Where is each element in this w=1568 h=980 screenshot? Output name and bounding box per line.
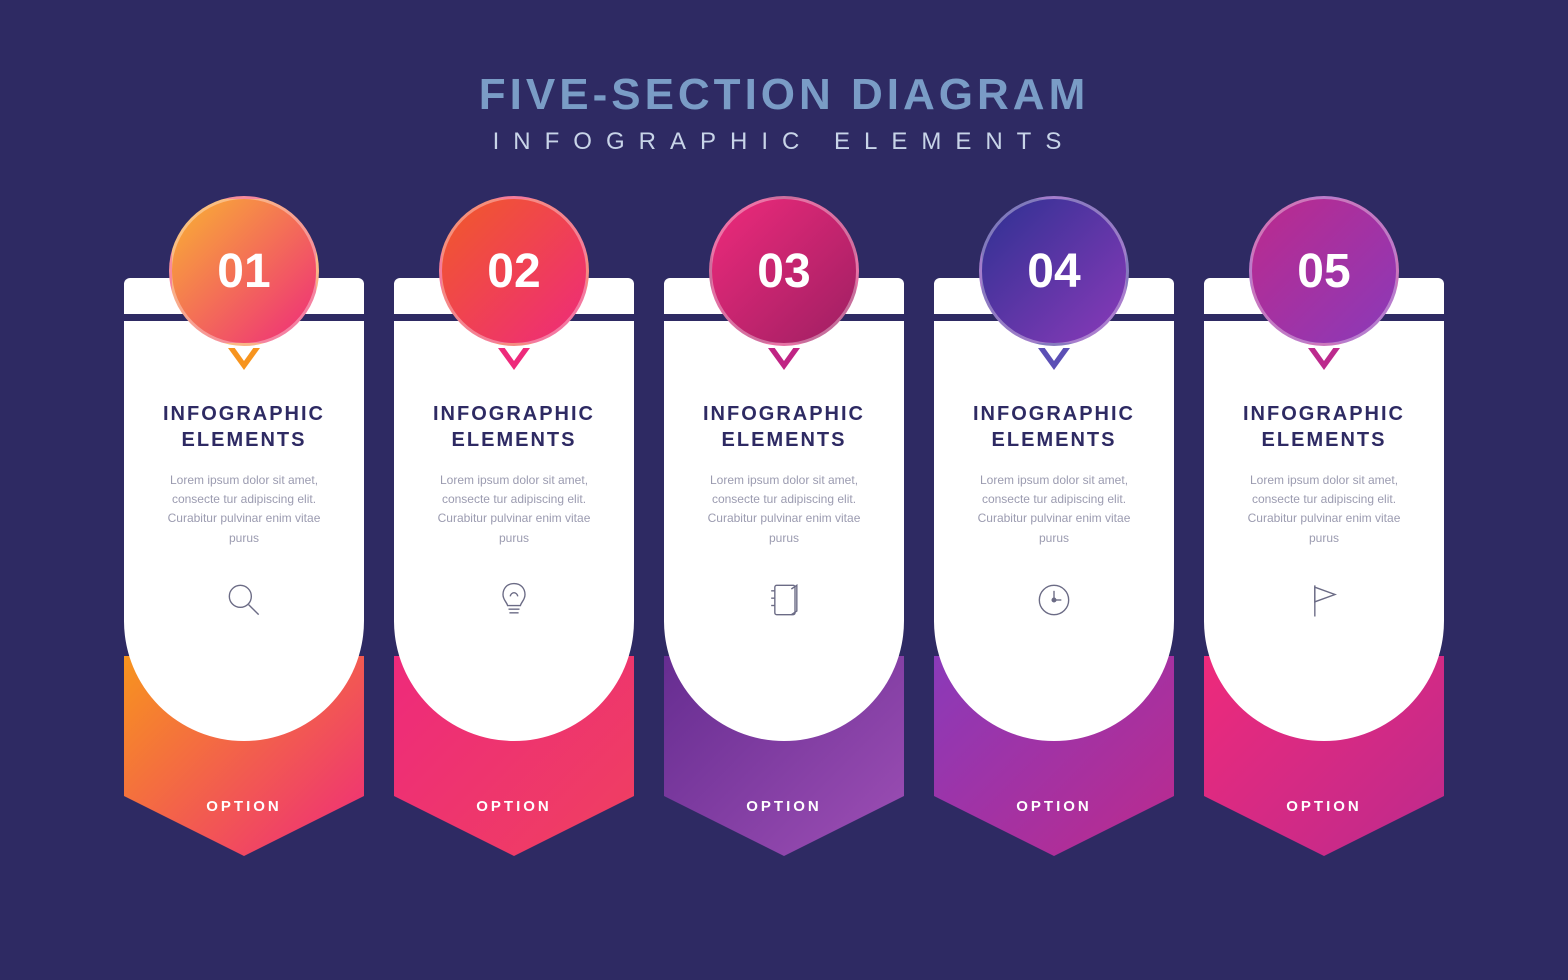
- card-description: Lorem ipsum dolor sit amet, consecte tur…: [954, 471, 1154, 548]
- footer-label: OPTION: [476, 798, 552, 815]
- lightbulb-icon: [414, 578, 614, 622]
- card-description: Lorem ipsum dolor sit amet, consecte tur…: [144, 471, 344, 548]
- badge-number: 04: [1027, 244, 1080, 299]
- footer-label: OPTION: [746, 798, 822, 815]
- section-card-02: 02 INFOGRAPHICELEMENTS Lorem ipsum dolor…: [394, 256, 634, 866]
- section-card-03: 03 INFOGRAPHICELEMENTS Lorem ipsum dolor…: [664, 256, 904, 866]
- header: FIVE-SECTION DIAGRAM INFOGRAPHIC ELEMENT…: [0, 0, 1568, 156]
- card-description: Lorem ipsum dolor sit amet, consecte tur…: [1224, 471, 1424, 548]
- main-title: FIVE-SECTION DIAGRAM: [0, 70, 1568, 120]
- clock-icon: [954, 578, 1154, 622]
- pointer-inner: [774, 347, 794, 361]
- subtitle: INFOGRAPHIC ELEMENTS: [0, 128, 1568, 156]
- card-title: INFOGRAPHICELEMENTS: [144, 401, 344, 453]
- footer-label: OPTION: [1286, 798, 1362, 815]
- flag-icon: [1224, 578, 1424, 622]
- number-badge: 03: [709, 196, 859, 346]
- footer-label: OPTION: [1016, 798, 1092, 815]
- magnifier-icon: [144, 578, 344, 622]
- card-body: INFOGRAPHICELEMENTS Lorem ipsum dolor si…: [934, 321, 1174, 741]
- number-badge: 04: [979, 196, 1129, 346]
- card-body: INFOGRAPHICELEMENTS Lorem ipsum dolor si…: [1204, 321, 1444, 741]
- pointer-inner: [234, 347, 254, 361]
- badge-number: 03: [757, 244, 810, 299]
- section-card-01: 01 INFOGRAPHICELEMENTS Lorem ipsum dolor…: [124, 256, 364, 866]
- card-title: INFOGRAPHICELEMENTS: [1224, 401, 1424, 453]
- pointer-inner: [1044, 347, 1064, 361]
- badge-number: 01: [217, 244, 270, 299]
- badge-number: 02: [487, 244, 540, 299]
- number-badge: 01: [169, 196, 319, 346]
- number-badge: 02: [439, 196, 589, 346]
- section-card-05: 05 INFOGRAPHICELEMENTS Lorem ipsum dolor…: [1204, 256, 1444, 866]
- section-card-04: 04 INFOGRAPHICELEMENTS Lorem ipsum dolor…: [934, 256, 1174, 866]
- card-body: INFOGRAPHICELEMENTS Lorem ipsum dolor si…: [664, 321, 904, 741]
- cards-container: 01 INFOGRAPHICELEMENTS Lorem ipsum dolor…: [0, 256, 1568, 866]
- card-description: Lorem ipsum dolor sit amet, consecte tur…: [684, 471, 884, 548]
- badge-number: 05: [1297, 244, 1350, 299]
- card-title: INFOGRAPHICELEMENTS: [954, 401, 1154, 453]
- card-title: INFOGRAPHICELEMENTS: [684, 401, 884, 453]
- footer-label: OPTION: [206, 798, 282, 815]
- card-body: INFOGRAPHICELEMENTS Lorem ipsum dolor si…: [394, 321, 634, 741]
- card-title: INFOGRAPHICELEMENTS: [414, 401, 614, 453]
- number-badge: 05: [1249, 196, 1399, 346]
- card-body: INFOGRAPHICELEMENTS Lorem ipsum dolor si…: [124, 321, 364, 741]
- card-description: Lorem ipsum dolor sit amet, consecte tur…: [414, 471, 614, 548]
- notebook-icon: [684, 578, 884, 622]
- pointer-inner: [504, 347, 524, 361]
- pointer-inner: [1314, 347, 1334, 361]
